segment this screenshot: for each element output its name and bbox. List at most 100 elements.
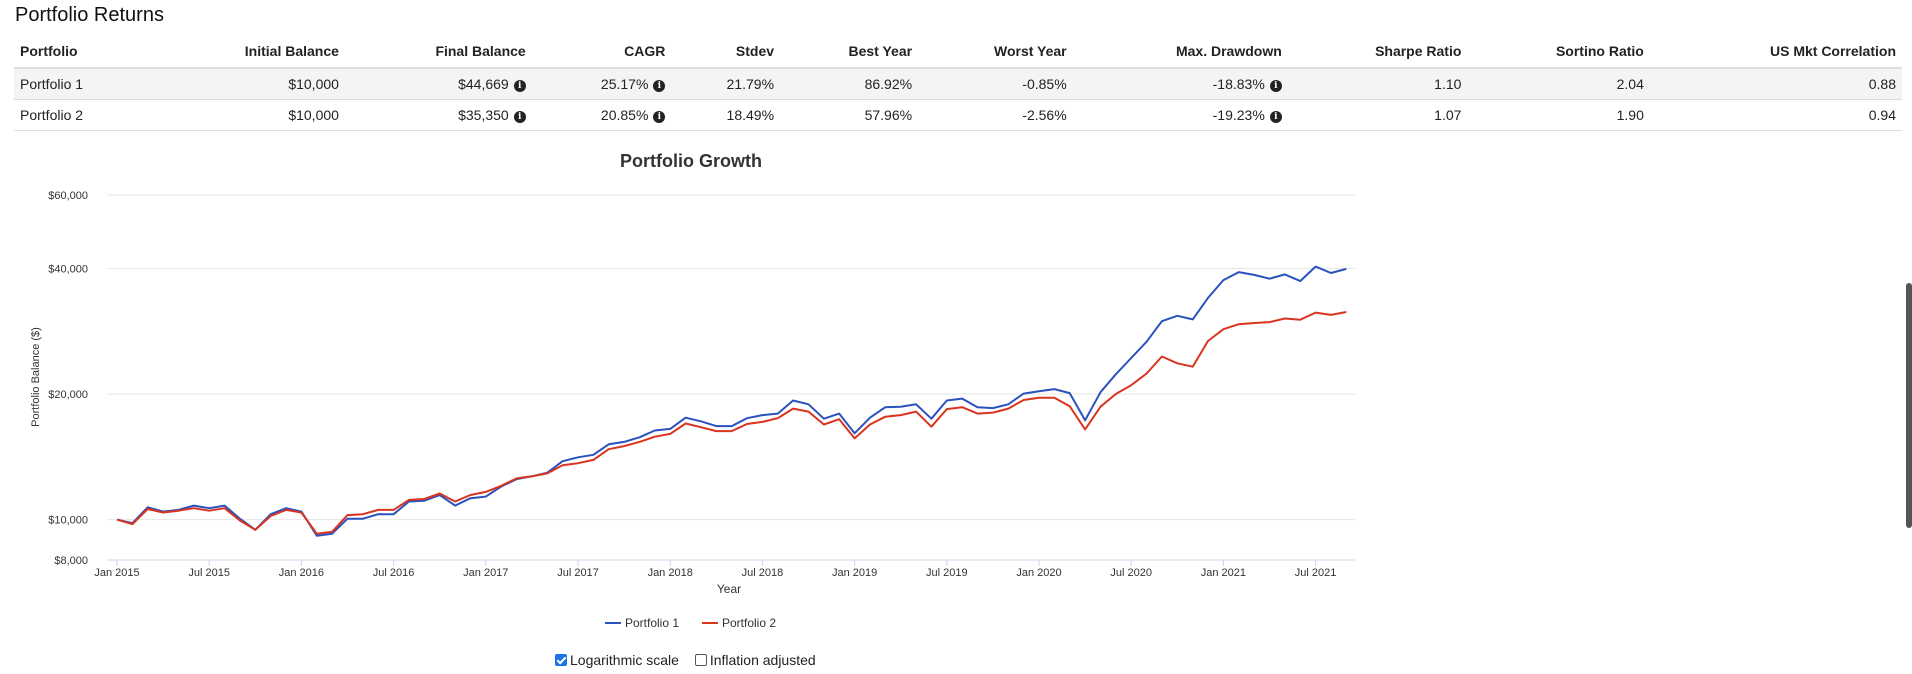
x-tick-label: Jul 2020 xyxy=(1110,567,1152,579)
x-tick-label: Jan 2020 xyxy=(1016,567,1061,579)
info-icon[interactable]: i xyxy=(653,80,666,92)
inflation-adjusted-checkbox[interactable] xyxy=(694,654,707,666)
cell-value: 86.92% xyxy=(864,76,913,92)
column-header[interactable]: Final Balance xyxy=(344,35,532,69)
info-icon[interactable]: i xyxy=(1269,111,1282,123)
page-scrollbar[interactable] xyxy=(1906,283,1912,528)
column-header[interactable]: Worst Year xyxy=(918,35,1073,69)
chart-controls: Logarithmic scale Inflation adjusted xyxy=(555,652,828,669)
series-line-2 xyxy=(116,311,1347,535)
cell-value: Portfolio 2 xyxy=(20,107,84,123)
cell-value: 57.96% xyxy=(864,107,913,123)
column-header[interactable]: Best Year xyxy=(780,35,919,69)
x-tick-label: Jul 2018 xyxy=(742,567,784,579)
column-header[interactable]: Initial Balance xyxy=(151,35,345,69)
x-tick-label: Jan 2016 xyxy=(279,567,324,579)
legend-item: Portfolio 1 xyxy=(625,616,679,630)
y-tick-label: $60,000 xyxy=(48,190,88,202)
column-header[interactable]: CAGR xyxy=(531,35,672,69)
log-scale-label: Logarithmic scale xyxy=(570,652,679,668)
cell-value: -0.85% xyxy=(1022,76,1067,92)
cell-value: 0.88 xyxy=(1868,76,1896,92)
info-icon[interactable]: i xyxy=(513,111,526,123)
inflation-adjusted-toggle[interactable]: Inflation adjusted xyxy=(694,652,816,668)
inflation-adjusted-label: Inflation adjusted xyxy=(709,652,816,668)
legend-item: Portfolio 2 xyxy=(722,616,776,630)
table-cell: 1.10 xyxy=(1287,68,1468,100)
table-cell: $10,000 xyxy=(151,99,345,131)
table-cell: $44,669 i xyxy=(344,68,532,100)
series-line-1 xyxy=(116,265,1347,537)
cell-value: -2.56% xyxy=(1022,107,1067,123)
column-header[interactable]: Max. Drawdown xyxy=(1072,35,1288,69)
x-tick-label: Jan 2021 xyxy=(1201,567,1246,579)
x-tick-label: Jul 2015 xyxy=(188,567,230,579)
table-cell: -2.56% xyxy=(918,99,1073,131)
cell-value: -19.23% xyxy=(1212,107,1265,123)
cell-value: $44,669 xyxy=(458,76,509,92)
table-cell: 57.96% xyxy=(780,99,919,131)
cell-value: 1.07 xyxy=(1434,107,1462,123)
column-header[interactable]: Sortino Ratio xyxy=(1467,35,1650,69)
x-tick-label: Jan 2018 xyxy=(648,567,693,579)
table-cell: 0.88 xyxy=(1649,68,1902,100)
cell-value: $10,000 xyxy=(288,76,339,92)
table-cell: -19.23% i xyxy=(1072,99,1288,131)
column-header[interactable]: US Mkt Correlation xyxy=(1649,35,1902,69)
x-tick-label: Jul 2016 xyxy=(373,567,415,579)
table-cell: 2.04 xyxy=(1467,68,1650,100)
info-icon[interactable]: i xyxy=(1269,80,1282,92)
table-cell: -18.83% i xyxy=(1072,68,1288,100)
table-cell: $35,350 i xyxy=(344,99,532,131)
returns-table: Portfolio Initial Balance Final Balance CAG… xyxy=(14,35,1902,131)
table-cell: -0.85% xyxy=(918,68,1073,100)
log-scale-checkbox[interactable] xyxy=(555,654,567,666)
x-tick-label: Jul 2019 xyxy=(926,567,968,579)
info-icon[interactable]: i xyxy=(513,80,526,92)
x-axis-title: Year xyxy=(717,582,741,596)
cell-value: Portfolio 1 xyxy=(20,76,84,92)
y-tick-label: $20,000 xyxy=(48,389,88,401)
cell-value: 21.79% xyxy=(726,76,775,92)
section-title: Portfolio Returns xyxy=(15,4,164,26)
column-header[interactable]: Stdev xyxy=(671,35,781,69)
table-cell: 86.92% xyxy=(780,68,919,100)
y-tick-label: $8,000 xyxy=(54,555,88,567)
table-cell: 25.17% i xyxy=(531,68,672,100)
column-header[interactable]: Portfolio xyxy=(14,35,152,69)
table-cell: 1.07 xyxy=(1287,99,1468,131)
x-tick-label: Jul 2021 xyxy=(1295,567,1337,579)
x-tick-label: Jan 2019 xyxy=(832,567,877,579)
cell-value: 2.04 xyxy=(1616,76,1644,92)
x-tick-label: Jan 2017 xyxy=(463,567,508,579)
cell-value: 1.10 xyxy=(1434,76,1462,92)
table-cell: 20.85% i xyxy=(531,99,672,131)
column-header[interactable]: Sharpe Ratio xyxy=(1287,35,1468,69)
chart-title: Portfolio Growth xyxy=(620,151,762,171)
cell-value: $35,350 xyxy=(458,107,509,123)
table-cell: 21.79% xyxy=(671,68,781,100)
table-header-row: Portfolio Initial Balance Final Balance CAG… xyxy=(14,35,1902,69)
cell-value: $10,000 xyxy=(288,107,339,123)
cell-value: 25.17% xyxy=(600,76,649,92)
cell-value: 20.85% xyxy=(600,107,649,123)
table-cell: 18.49% xyxy=(671,99,781,131)
cell-value: 0.94 xyxy=(1868,107,1896,123)
log-scale-toggle[interactable]: Logarithmic scale xyxy=(555,652,679,668)
x-tick-label: Jan 2015 xyxy=(94,567,139,579)
y-tick-label: $40,000 xyxy=(48,263,88,275)
cell-value: 1.90 xyxy=(1616,107,1644,123)
info-icon[interactable]: i xyxy=(653,111,666,123)
x-tick-label: Jul 2017 xyxy=(557,567,599,579)
cell-value: 18.49% xyxy=(726,107,775,123)
cell-value: -18.83% xyxy=(1212,76,1265,92)
portfolio-growth-chart: Portfolio Growth $8,000 $10,000 $20,000 $40,… xyxy=(30,151,1355,630)
table-cell: 0.94 xyxy=(1649,99,1902,131)
table-cell: 1.90 xyxy=(1467,99,1650,131)
table-cell: $10,000 xyxy=(151,68,345,100)
table-row: Portfolio 1 $10,000 $44,669 i 25.17% i 21.79% 8… xyxy=(14,68,1902,100)
table-cell: Portfolio 1 xyxy=(14,68,152,100)
y-axis-title: Portfolio Balance ($) xyxy=(30,327,42,427)
y-tick-label: $10,000 xyxy=(48,515,88,527)
table-row: Portfolio 2 $10,000 $35,350 i 20.85% i 18.49% 5… xyxy=(14,99,1902,131)
